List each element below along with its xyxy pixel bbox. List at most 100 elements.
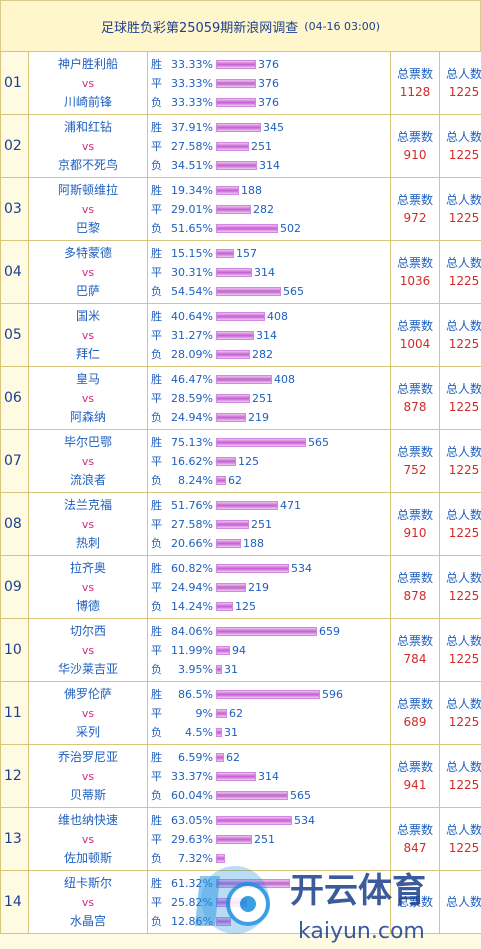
match-row: 02 浦和红钻 vs 京都不死鸟 胜 37.91% 345 平 27.58% 2…: [0, 114, 481, 178]
vs-label: vs: [81, 328, 95, 342]
vote-stats: 胜 19.34% 188 平 29.01% 282 负 51.65% 502: [147, 177, 391, 241]
total-votes-cell: 总票数 972: [390, 177, 440, 241]
home-team-link[interactable]: 浦和红钻: [63, 119, 112, 134]
stat-draw: 平 27.58% 251: [151, 137, 390, 156]
stat-draw: 平 25.82%: [151, 893, 390, 912]
total-people-cell: 总人数 1225: [439, 744, 481, 808]
stat-percent: 31.27%: [171, 328, 213, 342]
stat-loss: 负 28.09% 282: [151, 345, 390, 364]
stat-percent: 7.32%: [178, 851, 213, 865]
home-team-link[interactable]: 法兰克福: [63, 497, 112, 512]
home-team-link[interactable]: 切尔西: [69, 623, 106, 638]
stat-bar: [216, 349, 250, 359]
away-team-link[interactable]: 巴黎: [75, 220, 100, 235]
stat-label: 胜: [151, 58, 162, 71]
total-people-label: 总人数: [445, 319, 481, 333]
stat-count: 408: [274, 372, 295, 386]
stat-bar: [216, 267, 252, 277]
stat-label: 胜: [151, 562, 162, 575]
stat-bar: [216, 601, 233, 611]
total-votes-value: 941: [403, 778, 427, 792]
stat-win: 胜 46.47% 408: [151, 370, 390, 389]
home-team-link[interactable]: 神户胜利船: [57, 56, 118, 71]
stat-percent: 3.95%: [178, 662, 213, 676]
stat-percent: 4.5%: [185, 725, 213, 739]
home-team-link[interactable]: 多特蒙德: [63, 245, 112, 260]
vs-label: vs: [81, 517, 95, 531]
total-votes-value: 1128: [399, 85, 431, 99]
home-team-link[interactable]: 国米: [75, 308, 100, 323]
stat-count: 314: [254, 265, 275, 279]
stat-percent: 51.76%: [171, 498, 213, 512]
match-row: 07 毕尔巴鄂 vs 流浪者 胜 75.13% 565 平 16.62% 125…: [0, 429, 481, 493]
home-team-link[interactable]: 拉齐奥: [69, 560, 106, 575]
away-team-link[interactable]: 佐加顿斯: [63, 850, 112, 865]
total-people-value: 1225: [448, 400, 480, 414]
stat-win: 胜 86.5% 596: [151, 685, 390, 704]
away-team-link[interactable]: 流浪者: [69, 472, 106, 487]
stat-label: 负: [151, 285, 162, 298]
home-team-link[interactable]: 纽卡斯尔: [63, 875, 112, 890]
total-votes-cell: 总票数 752: [390, 429, 440, 493]
away-team-link[interactable]: 京都不死鸟: [57, 157, 118, 172]
away-team-link[interactable]: 博德: [75, 598, 100, 613]
vote-stats: 胜 6.59% 62 平 33.37% 314 负 60.04% 565: [147, 744, 391, 808]
away-team-link[interactable]: 采列: [75, 724, 100, 739]
stat-percent: 29.63%: [171, 832, 213, 846]
stat-bar: [216, 626, 317, 636]
home-team-link[interactable]: 毕尔巴鄂: [63, 434, 112, 449]
total-people-cell: 总人数 1225: [439, 240, 481, 304]
stat-percent: 30.31%: [171, 265, 213, 279]
match-number: 12: [0, 744, 29, 808]
stat-percent: 54.54%: [171, 284, 213, 298]
stat-win: 胜 61.32%: [151, 874, 390, 893]
away-team-link[interactable]: 阿森纳: [69, 409, 106, 424]
home-team-link[interactable]: 阿斯顿维拉: [57, 182, 118, 197]
stat-draw: 平 27.58% 251: [151, 515, 390, 534]
match-number: 11: [0, 681, 29, 745]
stat-loss: 负 4.5% 31: [151, 723, 390, 742]
away-team-link[interactable]: 华沙莱吉亚: [57, 661, 118, 676]
total-votes-label: 总票数: [396, 823, 433, 837]
total-people-label: 总人数: [445, 895, 481, 909]
stat-percent: 33.33%: [171, 57, 213, 71]
home-team-link[interactable]: 佛罗伦萨: [63, 686, 112, 701]
match-row: 13 维也纳快速 vs 佐加顿斯 胜 63.05% 534 平 29.63% 2…: [0, 807, 481, 871]
total-votes-value: 784: [403, 652, 427, 666]
match-number: 13: [0, 807, 29, 871]
total-votes-label: 总票数: [396, 193, 433, 207]
match-number: 06: [0, 366, 29, 430]
total-votes-cell: 总票数 910: [390, 492, 440, 556]
vs-label: vs: [81, 76, 95, 90]
stat-percent: 28.09%: [171, 347, 213, 361]
stat-percent: 29.01%: [171, 202, 213, 216]
vs-label: vs: [81, 580, 95, 594]
stat-count: 94: [232, 643, 246, 657]
total-people-label: 总人数: [445, 508, 481, 522]
total-votes-cell: 总票数 1128: [390, 51, 440, 115]
stat-bar: [216, 122, 261, 132]
stat-percent: 33.33%: [171, 76, 213, 90]
away-team-link[interactable]: 贝蒂斯: [69, 787, 106, 802]
stat-count: 659: [319, 624, 340, 638]
total-people-cell: 总人数 1225: [439, 492, 481, 556]
away-team-link[interactable]: 川崎前锋: [63, 94, 112, 109]
stat-label: 负: [151, 663, 162, 676]
match-teams: 拉齐奥 vs 博德: [28, 555, 148, 619]
away-team-link[interactable]: 水晶宫: [69, 913, 106, 928]
away-team-link[interactable]: 热刺: [75, 535, 100, 550]
stat-label: 负: [151, 789, 162, 802]
home-team-link[interactable]: 皇马: [75, 371, 100, 386]
stat-label: 平: [151, 203, 162, 216]
stat-percent: 27.58%: [171, 517, 213, 531]
stat-bar: [216, 185, 239, 195]
home-team-link[interactable]: 维也纳快速: [57, 812, 118, 827]
away-team-link[interactable]: 巴萨: [75, 283, 100, 298]
stat-label: 负: [151, 159, 162, 172]
home-team-link[interactable]: 乔治罗尼亚: [57, 749, 118, 764]
away-team-link[interactable]: 拜仁: [75, 346, 100, 361]
total-people-cell: 总人数 1225: [439, 366, 481, 430]
stat-bar: [216, 664, 222, 674]
stat-loss: 负 60.04% 565: [151, 786, 390, 805]
match-row: 14 纽卡斯尔 vs 水晶宫 胜 61.32% 平 25.82% 负 12.86…: [0, 870, 481, 934]
